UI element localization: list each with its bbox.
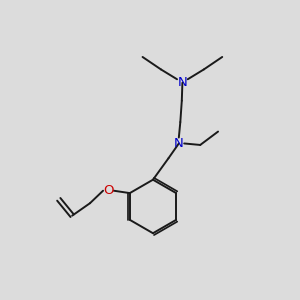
- Text: N: N: [174, 137, 184, 150]
- Text: O: O: [103, 184, 114, 197]
- Text: N: N: [178, 76, 187, 89]
